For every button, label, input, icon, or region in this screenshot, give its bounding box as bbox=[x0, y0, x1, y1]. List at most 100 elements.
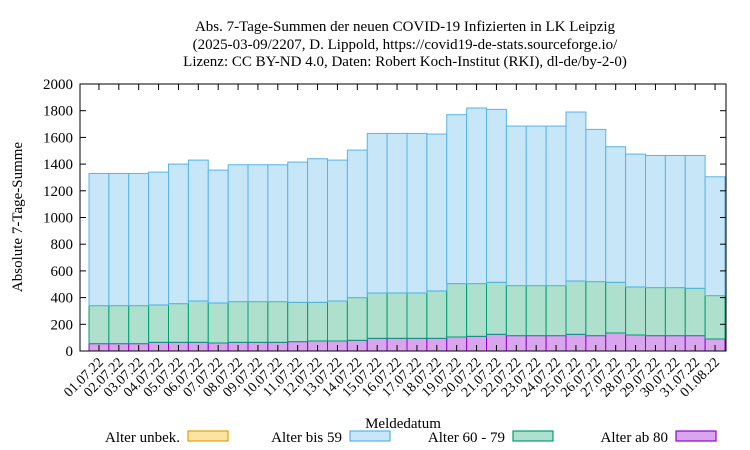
bar-segment bbox=[187, 300, 209, 343]
bar-segment bbox=[148, 171, 170, 306]
y-tick-label: 2000 bbox=[43, 77, 73, 93]
title-line-3: Lizenz: CC BY-ND 4.0, Daten: Robert Koch… bbox=[183, 54, 627, 70]
y-axis: 0 200 400 600 800 1000 1200 1400 1600 1800 2000 bbox=[43, 77, 726, 360]
bar-segment bbox=[128, 172, 150, 307]
chart-title: Abs. 7-Tage-Summen der neuen COVID-19 In… bbox=[183, 19, 627, 70]
bar-segment bbox=[287, 301, 309, 343]
bar-segment bbox=[247, 164, 269, 303]
bar-segment bbox=[704, 176, 726, 297]
bar-segment bbox=[366, 292, 388, 339]
bar-segment bbox=[684, 287, 706, 337]
legend-item: Alter 60 - 79 bbox=[428, 430, 554, 446]
bar-segment bbox=[426, 133, 448, 292]
bar-segment bbox=[327, 159, 348, 302]
bar-segment bbox=[525, 125, 547, 287]
y-tick-label: 1800 bbox=[43, 104, 73, 120]
bar-segment bbox=[406, 292, 428, 339]
bar-segment bbox=[307, 158, 329, 303]
bar-segment bbox=[406, 132, 428, 294]
bar-segment bbox=[346, 149, 368, 299]
bar-segment bbox=[128, 305, 150, 345]
title-line-1: Abs. 7-Tage-Summen der neuen COVID-19 In… bbox=[195, 19, 616, 35]
bar-segment bbox=[168, 303, 189, 343]
bar-segment bbox=[545, 285, 567, 337]
bar-segment bbox=[307, 301, 329, 342]
legend-swatch bbox=[187, 430, 229, 442]
y-tick-label: 200 bbox=[51, 317, 74, 333]
bar-segment bbox=[108, 172, 130, 307]
y-tick-label: 400 bbox=[51, 291, 74, 307]
bar-segment bbox=[287, 161, 309, 303]
bar-segment bbox=[148, 304, 170, 343]
y-tick-label: 800 bbox=[51, 237, 74, 253]
bar-segment bbox=[505, 125, 527, 287]
bar-segment bbox=[486, 281, 507, 335]
bar-segment bbox=[625, 153, 647, 288]
bar-segment bbox=[207, 302, 229, 344]
bar-segment bbox=[227, 301, 249, 343]
bar-segment bbox=[466, 107, 488, 285]
y-tick-label: 0 bbox=[66, 344, 74, 360]
bar-segment bbox=[386, 292, 408, 339]
legend-swatch bbox=[349, 430, 391, 442]
bar-segment bbox=[585, 128, 607, 283]
title-line-2: (2025-03-09/2207, D. Lippold, https://co… bbox=[193, 37, 618, 53]
y-tick-label: 1600 bbox=[43, 130, 73, 146]
bar-segment bbox=[88, 172, 110, 307]
legend-swatch bbox=[675, 430, 717, 442]
bar-segment bbox=[187, 159, 209, 302]
bar-segment bbox=[664, 154, 686, 289]
legend-label: Alter bis 59 bbox=[271, 430, 342, 446]
bar-segment bbox=[346, 297, 368, 341]
y-tick-label: 600 bbox=[51, 264, 74, 280]
y-tick-label: 1200 bbox=[43, 184, 73, 200]
y-tick-label: 1000 bbox=[43, 211, 73, 227]
legend-label: Alter ab 80 bbox=[601, 430, 668, 446]
bar-segment bbox=[525, 285, 547, 337]
bar-segment bbox=[386, 132, 408, 294]
bar-segment bbox=[108, 305, 130, 345]
legend-item: Alter bis 59 bbox=[271, 430, 391, 446]
bar-segment bbox=[645, 154, 666, 289]
bar-segment bbox=[545, 125, 567, 287]
bar-segment bbox=[565, 280, 587, 335]
legend-item: Alter ab 80 bbox=[601, 430, 717, 446]
series-alter-60-79 bbox=[88, 280, 726, 345]
legend: Alter unbek. Alter bis 59 Alter 60 - 79 Alt… bbox=[105, 430, 717, 446]
series-alter-bis-59 bbox=[88, 107, 726, 307]
bar-segment bbox=[585, 281, 607, 337]
bar-layer bbox=[88, 107, 726, 352]
bar-segment bbox=[565, 111, 587, 282]
bar-segment bbox=[227, 164, 249, 303]
y-tick-label: 1400 bbox=[43, 157, 73, 173]
bar-segment bbox=[168, 163, 189, 305]
legend-label: Alter 60 - 79 bbox=[428, 430, 505, 446]
legend-label: Alter unbek. bbox=[105, 430, 180, 446]
bar-segment bbox=[366, 132, 388, 294]
bar-segment bbox=[446, 114, 468, 285]
y-axis-label: Absolute 7-Tage-Summe bbox=[10, 142, 26, 293]
bar-segment bbox=[664, 287, 686, 337]
plot-frame bbox=[79, 83, 727, 352]
bar-segment bbox=[684, 154, 706, 289]
bar-segment bbox=[605, 281, 627, 334]
legend-swatch bbox=[512, 430, 554, 442]
bar-segment bbox=[267, 301, 289, 343]
bar-segment bbox=[645, 287, 666, 337]
bar-segment bbox=[704, 295, 726, 340]
bar-segment bbox=[466, 283, 488, 337]
bar-segment bbox=[267, 164, 289, 303]
x-axis-label: Meldedatum bbox=[365, 416, 441, 432]
bar-segment bbox=[505, 285, 527, 337]
legend-item: Alter unbek. bbox=[105, 430, 229, 446]
bar-segment bbox=[446, 283, 468, 338]
bar-segment bbox=[426, 290, 448, 339]
bar-segment bbox=[327, 300, 348, 342]
bar-segment bbox=[486, 108, 507, 283]
bar-segment bbox=[207, 169, 229, 304]
bar-segment bbox=[88, 305, 110, 345]
bar-segment bbox=[605, 146, 627, 283]
bar-segment bbox=[625, 286, 647, 336]
bar-segment bbox=[247, 301, 269, 343]
